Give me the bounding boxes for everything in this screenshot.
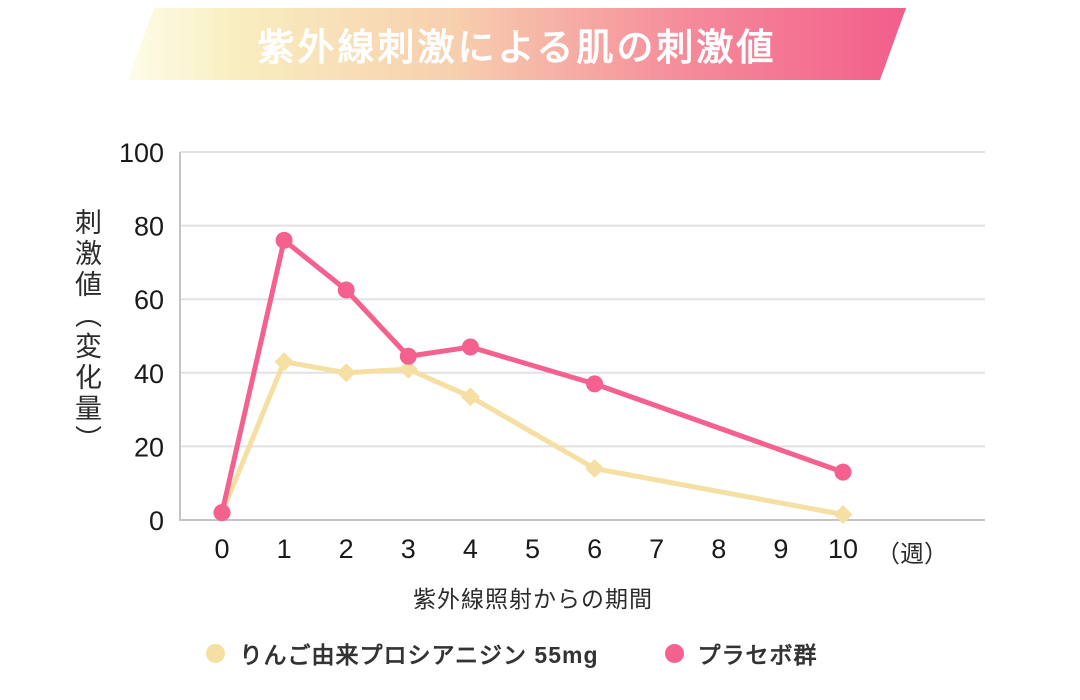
data-point-marker bbox=[399, 347, 417, 365]
x-tick-label: 9 bbox=[773, 534, 788, 564]
legend-label-apple: りんご由来プロシアニジン 55mg bbox=[239, 642, 599, 668]
x-tick-label: 1 bbox=[277, 534, 292, 564]
data-point-marker bbox=[586, 375, 604, 393]
y-tick-label: 20 bbox=[134, 432, 164, 462]
data-point-marker bbox=[275, 231, 293, 249]
x-tick-label: 3 bbox=[401, 534, 416, 564]
x-tick-label: 4 bbox=[463, 534, 478, 564]
y-tick-label: 60 bbox=[134, 285, 164, 315]
x-tick-label: 7 bbox=[649, 534, 664, 564]
x-tick-label: 6 bbox=[587, 534, 602, 564]
data-point-marker bbox=[274, 352, 294, 372]
legend-dot-placebo-icon bbox=[664, 643, 684, 663]
page-title: 紫外線刺激による肌の刺激値 bbox=[257, 28, 777, 69]
y-tick-label: 0 bbox=[149, 506, 164, 536]
data-point-marker bbox=[461, 338, 479, 356]
data-point-marker bbox=[833, 504, 853, 524]
x-tick-label: 8 bbox=[711, 534, 726, 564]
x-tick-label: 5 bbox=[525, 534, 540, 564]
data-point-marker bbox=[585, 458, 605, 478]
series-line-1 bbox=[219, 237, 846, 516]
legend-item-placebo: プラセボ群 bbox=[664, 636, 818, 670]
title-banner: 紫外線刺激による肌の刺激値 bbox=[128, 8, 906, 80]
x-tick-label: 10 bbox=[828, 534, 858, 564]
data-point-marker bbox=[213, 504, 231, 522]
data-point-marker bbox=[460, 387, 480, 407]
x-tick-label: 2 bbox=[339, 534, 354, 564]
data-point-marker bbox=[398, 359, 418, 379]
x-axis-unit-label: （週） bbox=[876, 541, 948, 568]
legend-dot-apple-icon bbox=[206, 643, 226, 663]
legend-item-apple: りんご由来プロシアニジン 55mg bbox=[206, 636, 598, 670]
y-tick-label: 40 bbox=[134, 359, 164, 389]
data-point-marker bbox=[834, 463, 852, 481]
data-point-marker bbox=[337, 281, 355, 299]
y-tick-label: 80 bbox=[134, 212, 164, 242]
y-axis-title: 刺激値（変化量） bbox=[71, 208, 101, 456]
x-tick-label: 0 bbox=[214, 534, 229, 564]
y-tick-label: 100 bbox=[119, 138, 164, 168]
legend-label-placebo: プラセボ群 bbox=[697, 642, 818, 668]
data-point-marker bbox=[336, 363, 356, 383]
chart-legend: りんご由来プロシアニジン 55mg プラセボ群 bbox=[0, 636, 1052, 670]
x-axis-title: 紫外線照射からの期間 bbox=[413, 586, 653, 612]
